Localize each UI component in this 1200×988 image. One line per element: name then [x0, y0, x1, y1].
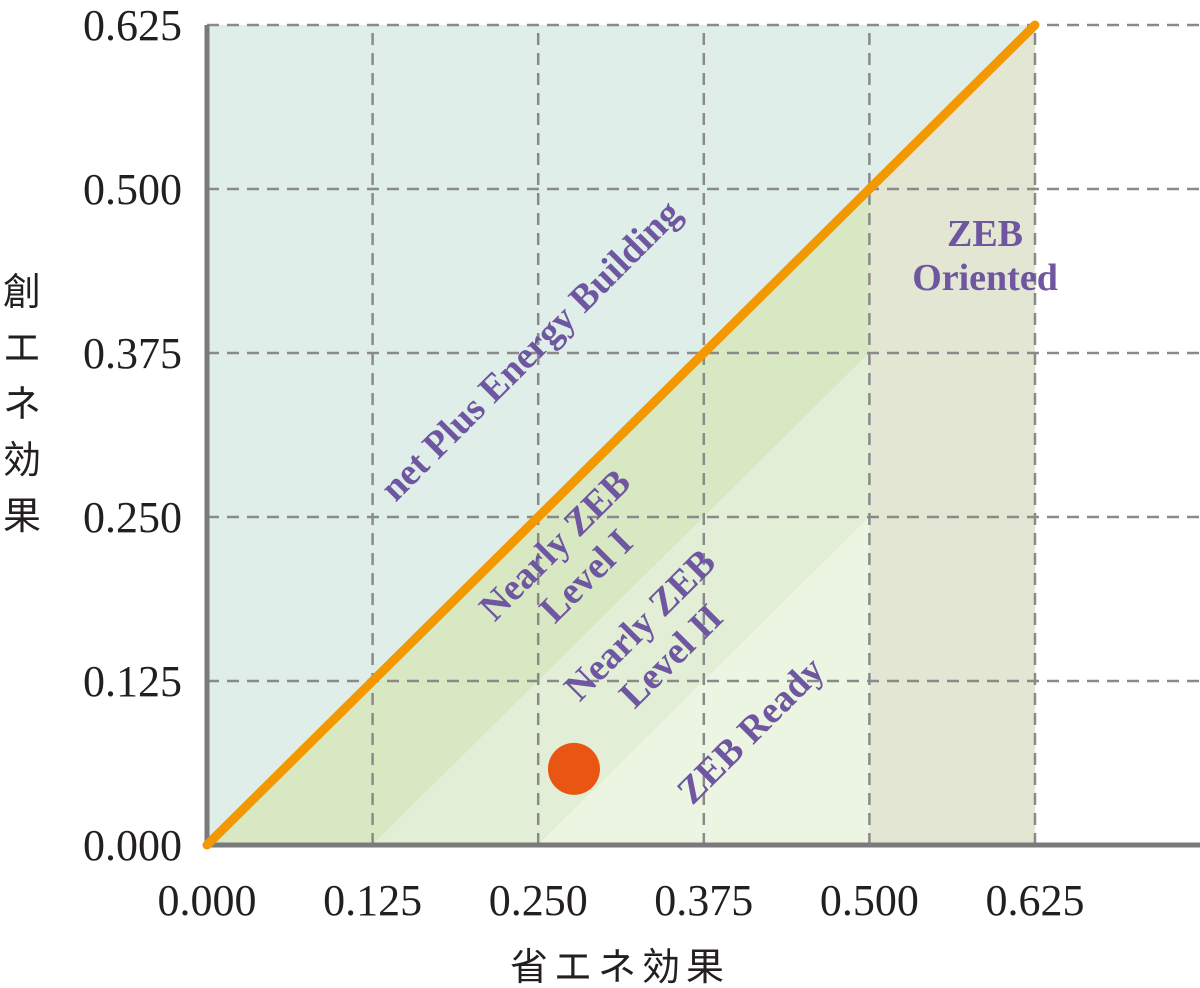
y-tick-label: 0.000 — [83, 821, 182, 870]
y-tick-label: 0.250 — [83, 493, 182, 542]
data-points — [547, 742, 600, 795]
y-axis-title-char: 効 — [3, 438, 41, 482]
y-axis-title-char: 創 — [3, 270, 41, 314]
series-lines — [202, 20, 1040, 850]
y-axis-title-char: ネ — [3, 382, 41, 426]
region-nearly-zeb-level-ii — [372, 353, 870, 845]
y-axis-title-char: 果 — [3, 494, 41, 538]
x-tick-label: 0.000 — [158, 876, 257, 925]
annotation-line: Oriented — [912, 257, 1058, 299]
y-axis-title: 創エネ効果 — [3, 270, 41, 538]
x-axis-title: 省エネ効果 — [510, 945, 730, 988]
x-tick-label: 0.500 — [820, 876, 919, 925]
x-tick-label: 0.375 — [654, 876, 753, 925]
data-point-current-building — [547, 742, 600, 795]
y-tick-label: 0.125 — [83, 657, 182, 706]
y-axis-title-char: エ — [3, 326, 41, 370]
y-tick-label: 0.625 — [83, 1, 182, 50]
axes — [204, 25, 1200, 848]
x-tick-label: 0.625 — [986, 876, 1085, 925]
y-tick-label: 0.500 — [83, 165, 182, 214]
tick-labels: 0.000 0.125 0.250 0.375 0.500 0.625 0.000 0.125… — [83, 1, 1085, 925]
y-tick-label: 0.375 — [83, 329, 182, 378]
x-tick-label: 0.250 — [489, 876, 588, 925]
x-tick-label: 0.125 — [323, 876, 422, 925]
series-line-zeb — [202, 20, 1040, 850]
region-zeb-oriented — [869, 25, 1035, 845]
annotation-line: ZEB — [947, 213, 1023, 255]
